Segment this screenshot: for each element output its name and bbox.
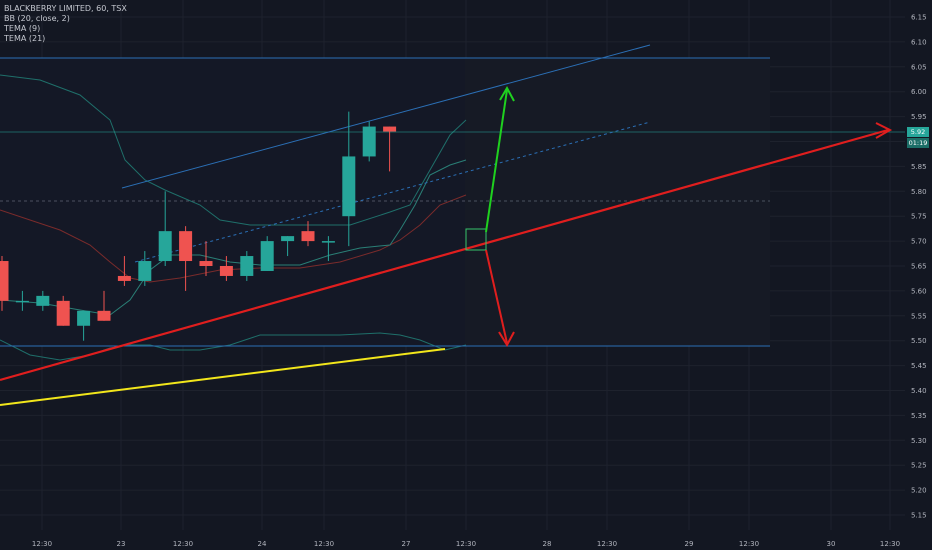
last-price-tag: 5.92 [907,127,929,137]
x-tick-label: 29 [685,540,694,548]
y-tick-label: 5.60 [911,287,927,295]
y-tick-label: 5.55 [911,312,927,320]
y-tick-label: 6.05 [911,63,927,71]
mid-channel-line [134,121,651,263]
red-down-arrow [485,249,508,344]
x-tick-label: 12:30 [173,540,193,548]
candle-body [179,231,193,262]
y-tick-label: 6.00 [911,88,927,96]
green-up-arrowhead [499,85,515,102]
legend-tema-9: TEMA (9) [4,24,41,33]
x-tick-label: 12:30 [597,540,617,548]
candle-body [15,300,29,303]
red-trend-line [0,128,889,382]
candle-body [281,236,295,242]
candle-body [342,156,356,217]
x-tick-label: 12:30 [456,540,476,548]
y-tick-label: 5.50 [911,337,927,345]
x-tick-label: 12:30 [314,540,334,548]
bb-upper [0,74,467,226]
y-tick-label: 5.35 [911,412,927,420]
candle-body [199,261,213,266]
y-tick-label: 5.95 [911,113,927,121]
yellow-support-line [0,348,446,406]
countdown-tag: 01:19 [907,138,929,148]
legend-symbol: BLACKBERRY LIMITED, 60, TSX [4,4,127,13]
y-tick-label: 6.15 [911,14,927,22]
candle-body [383,126,397,132]
legend-bb: BB (20, close, 2) [4,14,70,23]
candle-body [36,295,50,306]
candle-body [56,300,70,326]
legend-tema-21: TEMA (21) [4,34,46,43]
upper-channel-line [121,44,651,189]
candle-body [138,261,152,281]
candle-body [301,231,315,242]
candle-body [240,256,254,276]
candle-body [158,231,172,262]
y-tick-label: 5.45 [911,362,927,370]
y-tick-label: 5.85 [911,163,927,171]
candle-body [260,241,274,271]
axes: 6.156.106.056.005.955.905.855.805.755.70… [32,14,927,549]
x-tick-label: 30 [827,540,836,548]
y-tick-label: 5.70 [911,238,927,246]
x-tick-label: 12:30 [739,540,759,548]
candle-body [97,310,111,321]
y-tick-label: 5.75 [911,213,927,221]
candle-body [77,310,91,326]
candle-body [321,241,335,243]
candles [0,111,397,341]
x-tick-label: 23 [117,540,126,548]
candle-body [362,126,376,157]
y-tick-label: 5.40 [911,387,927,395]
y-tick-label: 6.10 [911,38,927,46]
x-tick-label: 12:30 [880,540,900,548]
y-tick-label: 5.15 [911,512,927,520]
y-tick-label: 5.80 [911,188,927,196]
history-box [0,58,465,346]
x-tick-label: 12:30 [32,540,52,548]
chart-legend: BLACKBERRY LIMITED, 60, TSX BB (20, clos… [4,4,127,44]
candle-body [0,261,9,301]
y-tick-label: 5.25 [911,462,927,470]
y-tick-label: 5.30 [911,437,927,445]
y-tick-label: 5.20 [911,487,927,495]
drawings [0,44,905,406]
x-tick-label: 28 [543,540,552,548]
green-up-arrow [485,89,508,233]
y-tick-label: 5.65 [911,263,927,271]
projection-box [465,58,770,346]
red-down-arrowhead [498,331,515,348]
red-trend-arrowhead [875,122,893,139]
candle-body [117,275,131,281]
x-tick-label: 24 [258,540,267,548]
x-tick-label: 27 [402,540,411,548]
candle-body [219,266,233,276]
target-box [465,228,487,251]
